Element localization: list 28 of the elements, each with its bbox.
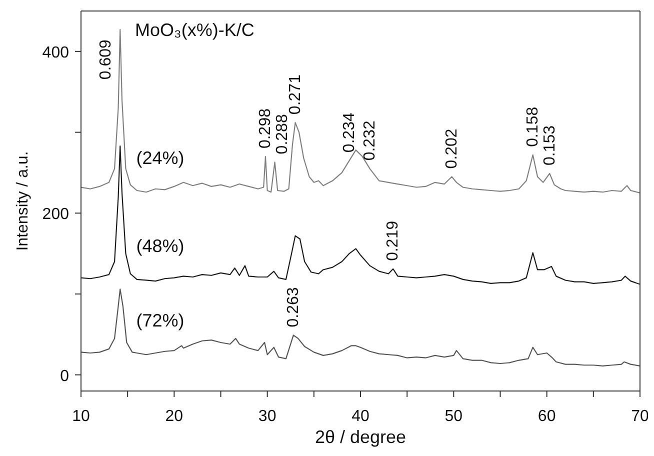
series-label: (48%) bbox=[136, 236, 184, 256]
x-tick-label: 70 bbox=[631, 408, 649, 425]
x-axis-title: 2θ / degree bbox=[314, 427, 406, 447]
annotation: 0.298 bbox=[256, 108, 274, 149]
annotation: 0.609 bbox=[98, 39, 115, 80]
annotation: 0.232 bbox=[361, 120, 378, 161]
y-tick-label: 400 bbox=[42, 44, 70, 62]
annotation: 0.288 bbox=[274, 114, 291, 154]
x-tick-label: 30 bbox=[258, 408, 276, 425]
x-tick-label: 50 bbox=[444, 408, 463, 425]
y-tick-label: 200 bbox=[42, 206, 70, 224]
x-tick-label: 60 bbox=[538, 408, 556, 425]
text: MoO₃(x%)-K/C bbox=[135, 20, 254, 41]
annotation: 0.153 bbox=[541, 125, 558, 166]
x-tick-label: 10 bbox=[72, 408, 90, 425]
y-tick-label: 0 bbox=[60, 368, 70, 385]
annotation: 0.202 bbox=[443, 128, 460, 169]
series-label: (24%) bbox=[136, 148, 184, 168]
annotation: 0.158 bbox=[524, 106, 542, 147]
y-axis-title: Intensity / a.u. bbox=[14, 151, 32, 251]
annotation: 0.234 bbox=[340, 112, 358, 153]
annotation: 0.263 bbox=[284, 287, 302, 328]
annotation: 0.219 bbox=[384, 220, 402, 261]
line-series bbox=[81, 288, 640, 366]
annotation: 0.271 bbox=[286, 74, 304, 115]
x-tick-label: 40 bbox=[352, 408, 370, 425]
x-tick-label: 20 bbox=[165, 408, 184, 425]
series-label: (72%) bbox=[136, 310, 184, 331]
